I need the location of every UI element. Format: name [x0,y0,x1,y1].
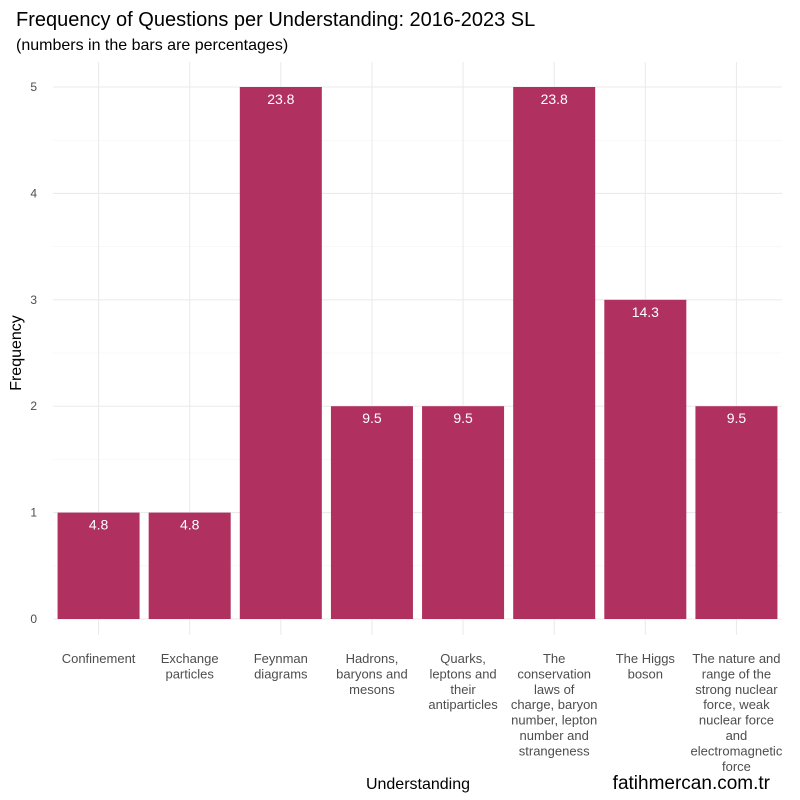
x-tick-label: Exchange particles [161,651,219,681]
bar-value-label: 4.8 [180,517,200,533]
y-tick-label: 5 [30,80,37,94]
bar-value-label: 23.8 [267,91,294,107]
y-tick-label: 4 [30,186,37,200]
bar [513,87,596,619]
bar-value-label: 23.8 [541,91,568,107]
x-tick-label: Hadrons, baryons and mesons [336,651,408,697]
bar [239,87,322,619]
bar [330,406,413,619]
x-tick-label: The Higgs boson [616,651,676,681]
chart-subtitle: (numbers in the bars are percentages) [16,37,288,54]
y-tick-label: 0 [30,612,37,626]
x-tick-label: Quarks, leptons and their antiparticles [428,651,498,712]
x-axis-label: Understanding [366,776,470,793]
bar-value-label: 9.5 [453,410,473,426]
y-tick-label: 3 [30,293,37,307]
chart-title: Frequency of Questions per Understanding… [16,9,535,31]
bar-value-label: 9.5 [727,410,747,426]
bar-value-label: 9.5 [362,410,382,426]
x-tick-label: The nature and range of the strong nuclear… [691,651,783,774]
bar-value-label: 4.8 [89,517,109,533]
bar [695,406,778,619]
bar [148,512,231,619]
y-tick-label: 2 [30,399,37,413]
credit-text: fatihmercan.com.tr [613,773,771,794]
x-tick-label: The conservation laws of charge, baryon numb… [511,651,598,758]
y-tick-labels: 0 1 2 3 4 5 [30,80,37,626]
y-tick-label: 1 [30,506,37,520]
bar-value-label: 14.3 [632,304,659,320]
x-tick-label: Feynman diagrams [254,651,308,681]
bar [422,406,505,619]
bar [604,299,687,619]
x-tick-labels: Confinement Exchange particles Feynman diagr… [62,651,783,774]
bar [57,512,140,619]
x-tick-label: Confinement [62,651,136,666]
bars: 4.8 4.8 23.8 9.5 9.5 23.8 14.3 9.5 [57,87,778,619]
y-axis-label: Frequency [8,315,25,391]
